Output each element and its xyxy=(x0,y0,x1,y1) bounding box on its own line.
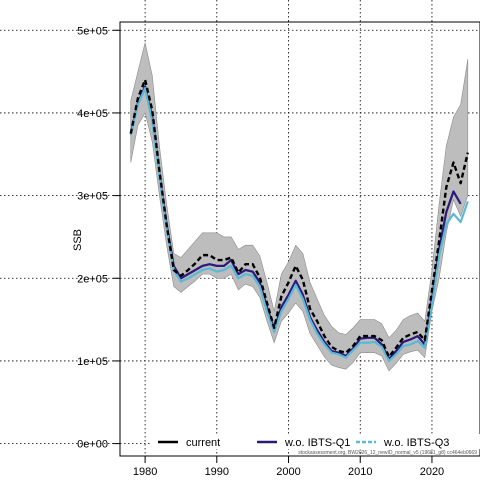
confidence-ribbon xyxy=(130,42,469,372)
legend: current w.o. IBTS-Q1 w.o. IBTS-Q3 xyxy=(150,434,480,449)
y-tick-label: 0e+00 xyxy=(77,439,108,451)
series-current-line xyxy=(129,78,469,358)
x-tick-label: 2020 xyxy=(420,466,444,478)
ribbon-area xyxy=(130,42,469,372)
x-tick-label: 1990 xyxy=(205,466,229,478)
y-tick-label: 5e+05 xyxy=(77,25,108,37)
y-tick-label: 1e+05 xyxy=(77,356,108,368)
series-lines xyxy=(129,78,469,363)
legend-background xyxy=(150,434,480,449)
series-ibts-q3-line xyxy=(129,87,469,363)
y-tick-label: 3e+05 xyxy=(77,191,108,203)
y-tick-label: 2e+05 xyxy=(77,273,108,285)
legend-ibts-q1-label: w.o. IBTS-Q1 xyxy=(284,437,350,449)
y-axis-title: SSB xyxy=(72,229,84,251)
legend-current-label: current xyxy=(186,437,220,449)
plot-frame xyxy=(119,21,480,457)
series-ibts-q1-line xyxy=(129,85,462,361)
watermark-text: stockassessment.org, BW2026_12_newID_nor… xyxy=(298,450,477,456)
x-tick-label: 2000 xyxy=(276,466,300,478)
x-tick-label: 1980 xyxy=(133,466,157,478)
y-tick-label: 4e+05 xyxy=(77,108,108,120)
legend-ibts-q3-label: w.o. IBTS-Q3 xyxy=(383,437,449,449)
axes: 0e+00 1e+05 2e+05 3e+05 4e+05 5e+05 1980 1990 20… xyxy=(77,25,444,478)
x-tick-label: 2010 xyxy=(348,466,372,478)
